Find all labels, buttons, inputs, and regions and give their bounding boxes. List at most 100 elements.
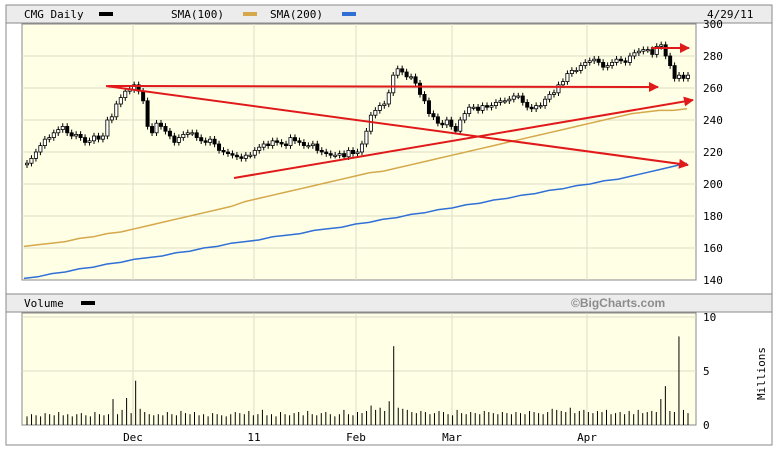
candle	[190, 129, 195, 136]
volume-tick-label: 0	[703, 419, 710, 432]
price-tick-label: 200	[703, 178, 723, 191]
volume-unit-label: Millions	[755, 347, 768, 400]
candle	[458, 116, 463, 135]
candle	[257, 144, 262, 154]
candle	[65, 123, 70, 136]
candle	[243, 152, 248, 162]
candle	[154, 120, 159, 136]
candle	[118, 94, 123, 108]
price-tick-label: 240	[703, 114, 723, 127]
candle	[163, 123, 168, 135]
candle	[319, 147, 324, 156]
candle	[56, 126, 61, 136]
volume-tick-label: 5	[703, 365, 710, 378]
candle	[252, 147, 257, 159]
candle	[24, 160, 29, 168]
candle	[520, 92, 525, 106]
candle	[351, 147, 356, 157]
candle	[386, 89, 391, 108]
candle	[426, 97, 431, 117]
candle	[355, 148, 360, 157]
candle	[485, 102, 490, 111]
candle	[489, 102, 494, 111]
candle	[176, 134, 181, 146]
candle	[91, 132, 96, 144]
candle	[234, 152, 239, 160]
candle	[435, 113, 440, 127]
candle	[364, 128, 369, 148]
candle	[60, 123, 65, 133]
candle	[404, 68, 409, 80]
candle	[221, 147, 226, 156]
candle	[203, 137, 208, 146]
candle	[328, 150, 333, 159]
trendline-down-arrow	[105, 85, 689, 169]
candle	[668, 52, 673, 69]
candle	[368, 112, 373, 135]
x-tick-label: Mar	[442, 431, 462, 444]
candle	[74, 131, 79, 140]
candle	[677, 72, 682, 82]
x-tick-label: Dec	[123, 431, 143, 444]
candle	[547, 91, 552, 103]
candle	[422, 91, 427, 104]
candle	[409, 73, 414, 80]
candle	[185, 129, 190, 138]
candle	[556, 81, 561, 96]
price-legend-swatch	[99, 12, 113, 16]
sma100-label: SMA(100)	[171, 8, 224, 21]
candle	[158, 120, 163, 130]
candle	[431, 110, 436, 120]
candle	[306, 142, 311, 149]
volume-grid	[22, 313, 696, 425]
candle	[87, 137, 92, 146]
candle	[476, 104, 481, 114]
price-tick-label: 260	[703, 82, 723, 95]
candle	[172, 132, 177, 146]
outer-frame	[5, 4, 773, 446]
candle	[672, 62, 677, 82]
candle	[569, 67, 574, 77]
candle	[610, 59, 615, 69]
candle	[78, 131, 83, 141]
x-axis: Dec 11 Feb Mar Apr	[123, 431, 597, 444]
sma100-legend-swatch	[243, 12, 257, 16]
candle	[538, 102, 543, 109]
candle	[199, 134, 204, 144]
candle	[596, 56, 601, 66]
candle	[373, 107, 378, 119]
candle	[29, 155, 34, 167]
candle	[587, 57, 592, 66]
volume-panel	[21, 312, 697, 426]
ticker-label: CMG Daily	[24, 8, 84, 21]
candle	[208, 136, 213, 146]
x-tick-label: Apr	[577, 431, 597, 444]
candle	[534, 102, 539, 112]
candle	[654, 43, 659, 58]
candle	[105, 116, 110, 140]
candle	[145, 97, 150, 130]
candle	[574, 67, 579, 74]
price-tick-label: 300	[703, 18, 723, 31]
sma200-legend-swatch	[342, 12, 356, 16]
candle	[413, 73, 418, 87]
candle	[623, 57, 628, 66]
candle	[38, 142, 43, 156]
candle	[225, 148, 230, 157]
candle	[100, 132, 105, 143]
candle	[96, 132, 101, 143]
candle	[266, 140, 271, 149]
price-tick-label: 280	[703, 50, 723, 63]
candle	[275, 137, 280, 146]
candle	[324, 148, 329, 157]
price-tick-label: 180	[703, 210, 723, 223]
candle	[382, 100, 387, 109]
candle	[681, 72, 686, 82]
price-y-axis: 140 160 180 200 220 240 260 280 300	[703, 18, 723, 287]
candle	[605, 62, 610, 71]
candle	[109, 113, 114, 124]
candle	[601, 59, 606, 71]
candle	[444, 116, 449, 128]
candle	[248, 152, 253, 159]
